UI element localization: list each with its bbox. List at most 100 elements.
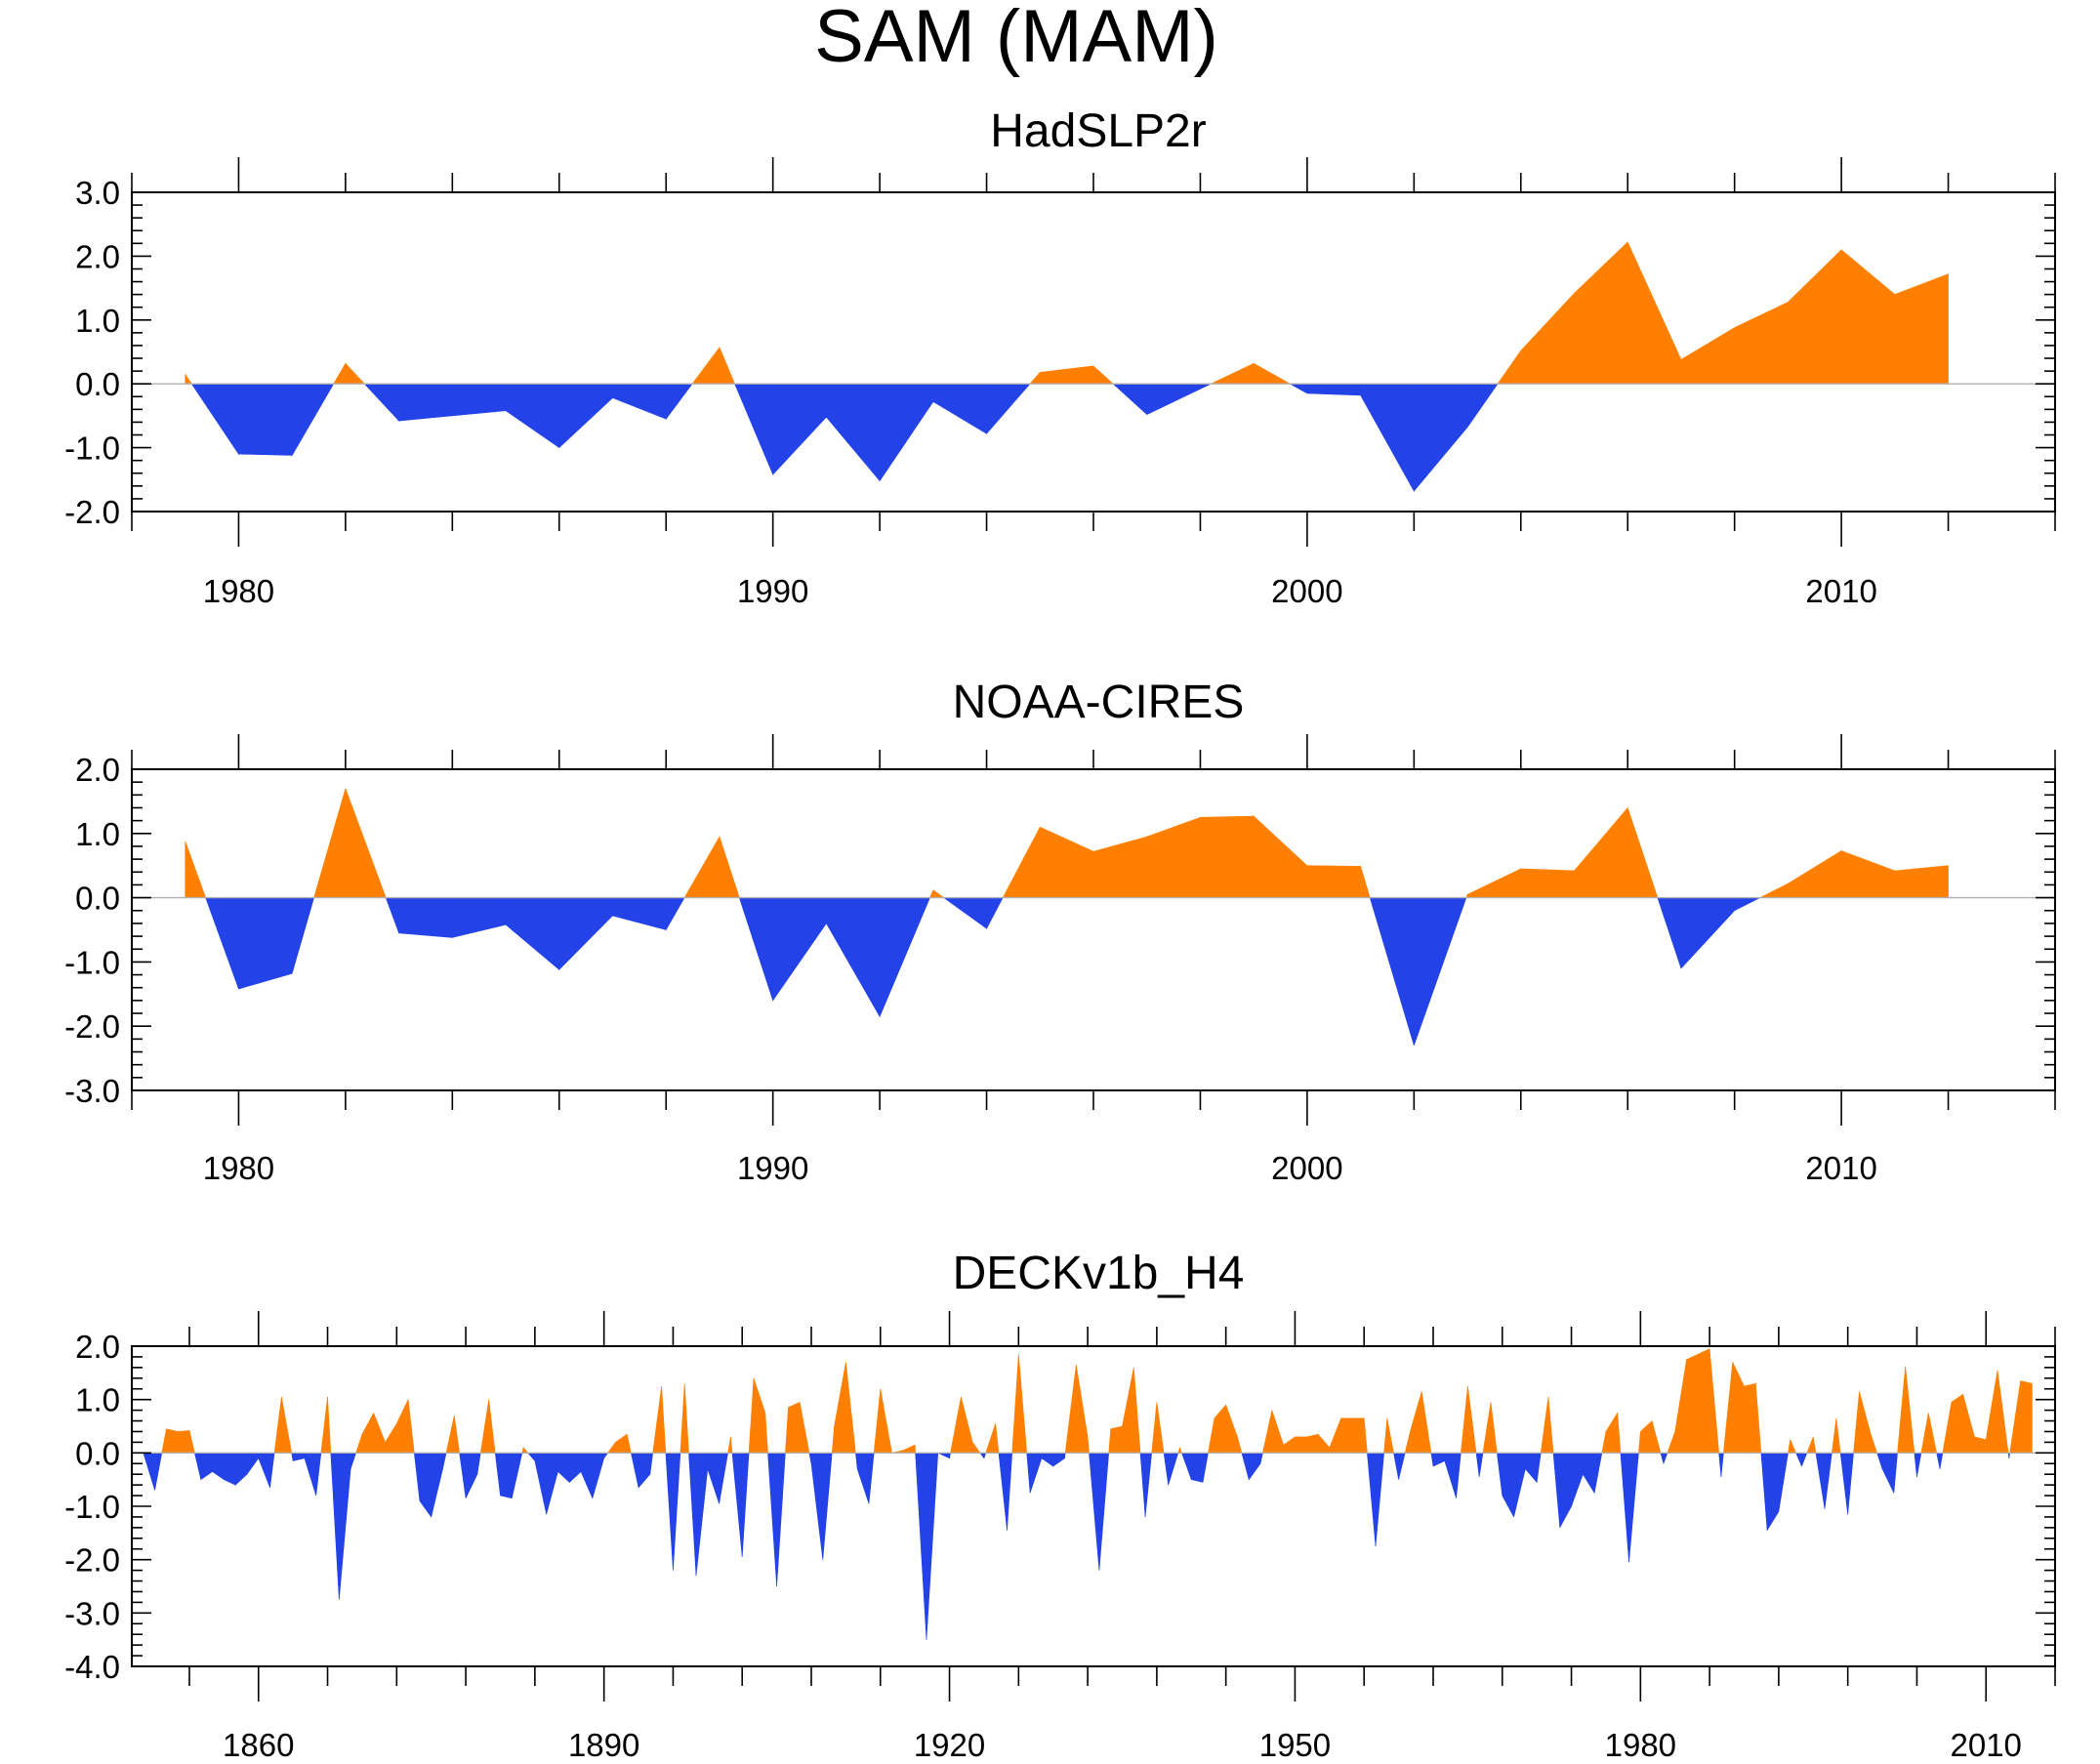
area-segment-1853 bbox=[177, 1430, 190, 1454]
area-segment-1961-b bbox=[1430, 1453, 1434, 1467]
area-segment-1872 bbox=[396, 1399, 409, 1454]
area-segment-1967 bbox=[1490, 1402, 1498, 1454]
area-segment-2002-b bbox=[1897, 1366, 1906, 1454]
area-segment-1963 bbox=[1444, 1453, 1457, 1498]
area-segment-1859 bbox=[246, 1453, 260, 1476]
area-segment-1976 bbox=[1593, 1453, 1603, 1494]
area-segment-1985 bbox=[505, 897, 560, 970]
area-segment-1983 bbox=[398, 383, 453, 422]
area-segment-1972 bbox=[1547, 1396, 1554, 1454]
area-segment-1971-b bbox=[1540, 1396, 1549, 1454]
area-segment-2013 bbox=[2020, 1380, 2033, 1454]
area-segment-1866-b bbox=[330, 1453, 340, 1600]
area-segment-1978-b bbox=[1620, 1453, 1629, 1563]
area-segment-1982-b bbox=[385, 897, 399, 933]
area-segment-1993 bbox=[1790, 1439, 1797, 1454]
area-segment-1973 bbox=[1559, 1453, 1572, 1529]
x-tick-label-deckv1b-h4: 1980 bbox=[1605, 1727, 1676, 1763]
area-segment-1945-b bbox=[1241, 1453, 1250, 1480]
area-segment-1913 bbox=[868, 1453, 875, 1504]
x-tick-label-deckv1b-h4: 2010 bbox=[1951, 1727, 2022, 1763]
area-segment-1897-b bbox=[688, 1453, 697, 1577]
area-segment-1972-b bbox=[1552, 1453, 1561, 1528]
area-segment-1980 bbox=[1640, 1419, 1653, 1454]
x-tick-label-noaa-cires: 1990 bbox=[737, 1150, 808, 1186]
area-segment-1922-b bbox=[979, 1453, 985, 1459]
y-tick-label-deckv1b-h4: 0.0 bbox=[75, 1435, 120, 1471]
area-segment-1879-b bbox=[479, 1399, 489, 1454]
area-segment-1879 bbox=[476, 1453, 481, 1475]
area-segment-1881 bbox=[500, 1453, 513, 1499]
area-segment-1873-b bbox=[413, 1453, 421, 1501]
area-segment-1991 bbox=[826, 383, 881, 482]
y-tick-label-deckv1b-h4: -1.0 bbox=[64, 1489, 120, 1525]
area-segment-1912 bbox=[856, 1453, 870, 1504]
area-segment-1880 bbox=[488, 1399, 496, 1454]
area-segment-2012 bbox=[2008, 1453, 2010, 1458]
area-segment-1996 bbox=[1092, 365, 1114, 385]
area-segment-1940 bbox=[1179, 1447, 1182, 1454]
area-segment-1930-b bbox=[1064, 1365, 1077, 1454]
area-segment-1999 bbox=[1253, 815, 1308, 898]
area-segment-2010 bbox=[1840, 249, 1896, 385]
area-segment-1971 bbox=[1536, 1453, 1542, 1483]
area-segment-1994-b bbox=[1029, 371, 1041, 385]
area-segment-1981 bbox=[1651, 1420, 1662, 1454]
x-tick-label-noaa-cires: 2000 bbox=[1271, 1150, 1342, 1186]
area-segment-1984 bbox=[452, 383, 507, 417]
area-segment-1958 bbox=[1386, 1417, 1394, 1454]
area-segment-1900 bbox=[719, 1453, 728, 1504]
area-segment-1900-b bbox=[727, 1436, 731, 1454]
area-segment-2006 bbox=[1626, 241, 1682, 385]
area-segment-1920 bbox=[949, 1453, 951, 1458]
area-segment-1989 bbox=[1744, 1382, 1756, 1454]
area-segment-2003-b bbox=[1497, 349, 1522, 385]
area-segment-1996 bbox=[1824, 1453, 1832, 1509]
area-segment-2000-b bbox=[1876, 1453, 1883, 1469]
area-segment-1897 bbox=[683, 1383, 689, 1454]
panel-title-hadslp2r: HadSLP2r bbox=[990, 105, 1206, 157]
area-segment-1961 bbox=[1421, 1391, 1432, 1454]
area-segment-1865-b bbox=[320, 1396, 328, 1454]
y-tick-label-noaa-cires: 1.0 bbox=[75, 816, 120, 852]
area-segment-1997 bbox=[1146, 816, 1201, 898]
area-segment-1899 bbox=[707, 1453, 720, 1504]
area-segment-1868 bbox=[350, 1453, 356, 1469]
area-segment-1890-b bbox=[606, 1441, 616, 1454]
area-segment-1986-b bbox=[1718, 1453, 1722, 1477]
area-segment-1873 bbox=[407, 1399, 415, 1454]
area-segment-1869 bbox=[361, 1413, 375, 1454]
y-tick-label-hadslp2r: 1.0 bbox=[75, 303, 120, 339]
area-segment-1995 bbox=[1039, 826, 1094, 898]
area-segment-1970 bbox=[1525, 1453, 1538, 1484]
area-segment-1870 bbox=[373, 1413, 386, 1454]
area-segment-1988-b bbox=[691, 347, 721, 385]
area-segment-1987 bbox=[612, 383, 667, 420]
y-tick-label-hadslp2r: 3.0 bbox=[75, 175, 120, 211]
area-segment-2003 bbox=[1466, 868, 1522, 898]
y-tick-label-deckv1b-h4: 2.0 bbox=[75, 1329, 120, 1365]
area-segment-1910 bbox=[834, 1362, 846, 1454]
area-segment-1863 bbox=[292, 1453, 306, 1461]
area-segment-1986 bbox=[558, 383, 613, 449]
area-segment-2012-b bbox=[2009, 1380, 2021, 1454]
area-segment-1990-b bbox=[1760, 1453, 1768, 1531]
x-tick-label-hadslp2r: 2010 bbox=[1805, 573, 1876, 609]
area-segment-1889 bbox=[592, 1453, 604, 1498]
area-segment-1909 bbox=[822, 1453, 833, 1560]
area-segment-1988-b bbox=[683, 835, 721, 898]
area-segment-1948 bbox=[1271, 1410, 1284, 1454]
area-segment-1990 bbox=[1754, 1383, 1762, 1454]
panel-noaa-cires: NOAA-CIRES -3.0 -2.0 -1.0 0.0 1.0 2.0 1980 1990… bbox=[64, 677, 2056, 1186]
area-segment-1959-b bbox=[1404, 1431, 1411, 1454]
area-segment-1949 bbox=[1283, 1436, 1296, 1454]
area-segment-2005 bbox=[1927, 1413, 1938, 1454]
area-segment-1852 bbox=[166, 1428, 179, 1454]
area-segment-1905 bbox=[776, 1453, 786, 1587]
area-segment-1924-b bbox=[998, 1453, 1008, 1531]
area-segment-1985 bbox=[1698, 1348, 1710, 1454]
area-segment-1953 bbox=[1329, 1417, 1341, 1454]
panel-title-noaa-cires: NOAA-CIRES bbox=[953, 677, 1245, 728]
area-segment-2008 bbox=[1962, 1394, 1975, 1454]
area-segment-2001-b bbox=[1369, 897, 1415, 1046]
